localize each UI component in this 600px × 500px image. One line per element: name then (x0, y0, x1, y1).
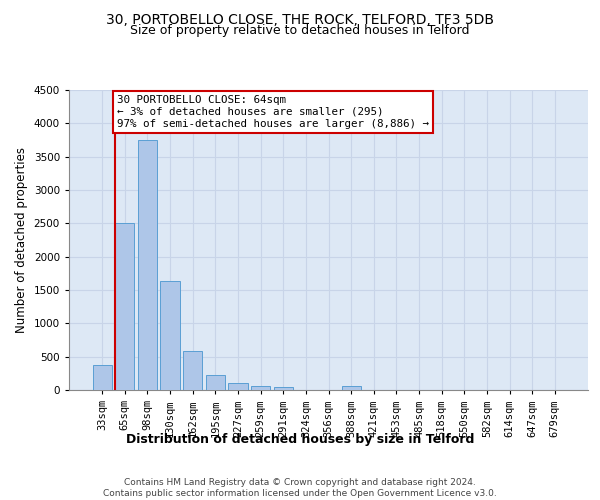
Bar (183, 350, 202, 390)
Bar (206, 374, 225, 390)
Bar (92, 366, 112, 390)
Bar (251, 386, 270, 390)
Text: 30 PORTOBELLO CLOSE: 64sqm
← 3% of detached houses are smaller (295)
97% of semi: 30 PORTOBELLO CLOSE: 64sqm ← 3% of detac… (117, 96, 429, 128)
Text: Distribution of detached houses by size in Telford: Distribution of detached houses by size … (126, 432, 474, 446)
Bar (341, 386, 361, 390)
Text: Size of property relative to detached houses in Telford: Size of property relative to detached ho… (130, 24, 470, 37)
Bar (274, 388, 293, 390)
Text: Contains HM Land Registry data © Crown copyright and database right 2024.
Contai: Contains HM Land Registry data © Crown c… (103, 478, 497, 498)
Text: 30, PORTOBELLO CLOSE, THE ROCK, TELFORD, TF3 5DB: 30, PORTOBELLO CLOSE, THE ROCK, TELFORD,… (106, 12, 494, 26)
Bar (160, 280, 180, 390)
Bar (229, 382, 248, 390)
Bar (115, 224, 134, 390)
Bar (138, 140, 157, 390)
Y-axis label: Number of detached properties: Number of detached properties (15, 147, 28, 333)
